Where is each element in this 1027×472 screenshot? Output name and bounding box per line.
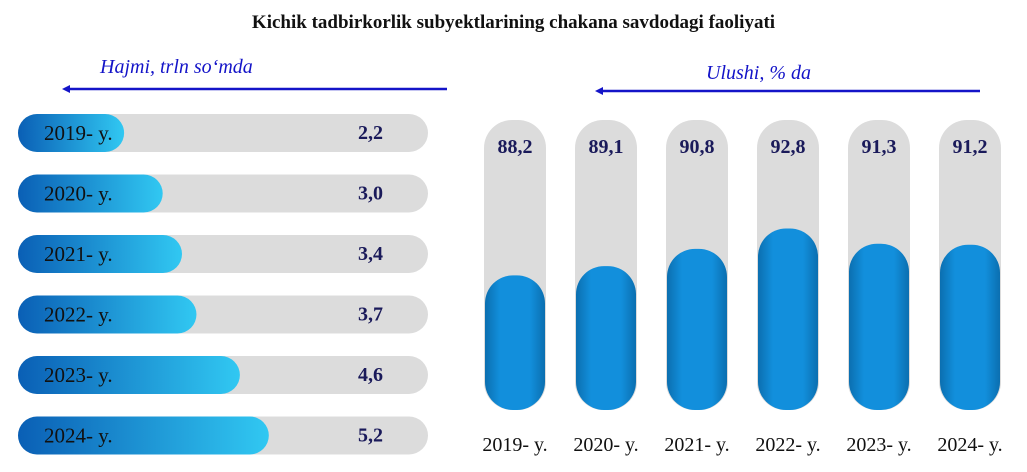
column: [485, 275, 545, 410]
column: [576, 266, 636, 410]
column-value-label: 91,3: [862, 136, 897, 158]
bar-value-label: 3,0: [358, 183, 383, 205]
column-value-label: 89,1: [589, 136, 624, 158]
column-category-label: 2020- y.: [573, 434, 638, 456]
left-chart-subtitle: Hajmi, trln so‘mda: [100, 56, 253, 78]
right-subtitle-arrow: [595, 87, 980, 95]
bar-category-label: 2024- y.: [44, 424, 113, 448]
arrow-head: [595, 87, 603, 95]
column-value-label: 88,2: [498, 136, 533, 158]
column-category-label: 2021- y.: [664, 434, 729, 456]
bar-category-label: 2020- y.: [44, 182, 113, 206]
bar-value-label: 4,6: [358, 364, 383, 386]
volume-bar-chart: 2019- y. 2,2 2020- y. 3,0 2021- y. 3,4 2022- y…: [18, 114, 428, 455]
bar: [18, 114, 125, 152]
column: [758, 228, 818, 410]
bar-category-label: 2019- y.: [44, 121, 113, 145]
column: [940, 244, 1000, 410]
bar-category-label: 2023- y.: [44, 363, 113, 387]
column-value-label: 92,8: [771, 136, 806, 158]
column-category-label: 2023- y.: [846, 434, 911, 456]
arrow-head: [62, 85, 70, 93]
bar-value-label: 3,7: [358, 304, 383, 326]
column-value-label: 90,8: [680, 136, 715, 158]
bar: [18, 416, 269, 455]
bar-value-label: 2,2: [358, 122, 383, 144]
bar: [18, 174, 163, 213]
bar-value-label: 3,4: [358, 243, 383, 265]
bar-category-label: 2021- y.: [44, 242, 113, 266]
left-subtitle-arrow: [62, 85, 447, 93]
column-category-label: 2022- y.: [755, 434, 820, 456]
column: [849, 243, 909, 410]
bar-value-label: 5,2: [358, 425, 383, 447]
column-category-label: 2019- y.: [482, 434, 547, 456]
bar-category-label: 2022- y.: [44, 303, 113, 327]
bar: [18, 235, 182, 273]
column: [667, 248, 727, 410]
bar: [18, 356, 240, 394]
share-column-chart: 88,2 2019- y. 89,1 2020- y. 90,8 2021- y. 92,8…: [482, 120, 1003, 456]
column-category-label: 2024- y.: [937, 434, 1002, 456]
chart-title: Kichik tadbirkorlik subyektlarining chak…: [251, 12, 776, 33]
bar: [18, 295, 197, 334]
right-chart-subtitle: Ulushi, % da: [706, 62, 811, 84]
column-value-label: 91,2: [953, 136, 988, 158]
